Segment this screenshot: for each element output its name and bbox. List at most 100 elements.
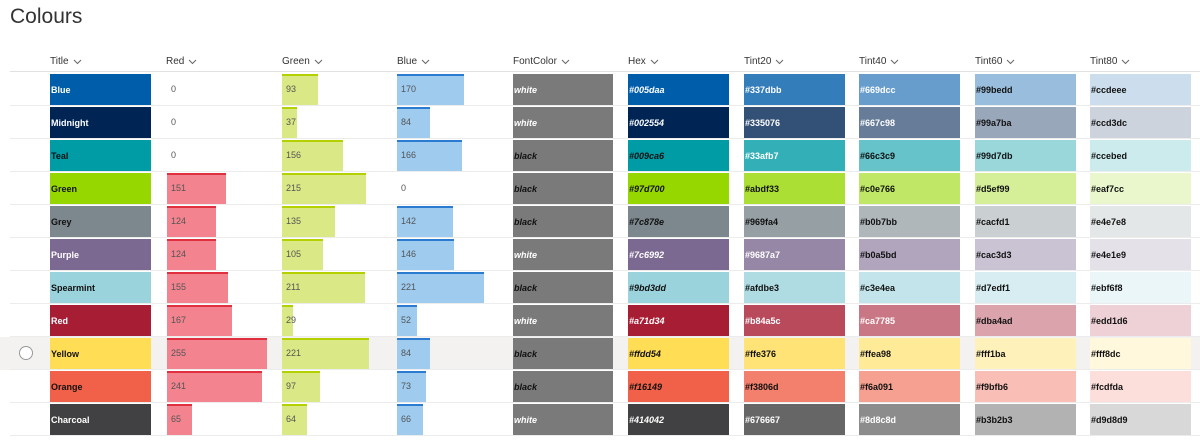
list-row[interactable]: Grey 124 135 142 black #7c878e #969fa4 #b0b7bb #… [0, 205, 1200, 238]
column-header-green[interactable]: Green [282, 50, 323, 72]
fontcolor-cell: black [513, 173, 613, 204]
tint60-cell: #dba4ad [975, 305, 1076, 336]
column-header-fontcolor[interactable]: FontColor [513, 50, 570, 72]
title-cell[interactable]: Orange [50, 371, 151, 402]
blue-value: 84 [401, 117, 412, 127]
row-divider [10, 138, 1200, 139]
blue-value-cell: 142 [397, 206, 497, 237]
list-row[interactable]: Red 167 29 52 white #a71d34 #b84a5c #ca7785 #dba… [0, 304, 1200, 337]
column-header-title[interactable]: Title [50, 50, 82, 72]
green-value: 221 [286, 348, 302, 358]
green-value-cell: 105 [282, 239, 382, 270]
red-value: 151 [171, 183, 187, 193]
tint40-cell: #669dcc [859, 74, 960, 105]
tint80-cell: #ebf6f8 [1090, 272, 1191, 303]
column-header-tint20[interactable]: Tint20 [744, 50, 784, 72]
tint80-cell: #e4e7e8 [1090, 206, 1191, 237]
title-cell[interactable]: Midnight [50, 107, 151, 138]
hex-cell: #97d700 [628, 173, 729, 204]
blue-value-cell: 84 [397, 107, 497, 138]
green-bar [282, 239, 323, 270]
list-row[interactable]: Orange 241 97 73 black #f16149 #f3806d #f6a091 #… [0, 370, 1200, 403]
red-value: 241 [171, 381, 187, 391]
row-divider [10, 204, 1200, 205]
green-value-cell: 29 [282, 305, 382, 336]
fontcolor-cell: white [513, 239, 613, 270]
column-header-label: Blue [397, 55, 418, 67]
red-bar [167, 404, 192, 435]
list-row[interactable]: Midnight 0 37 84 white #002554 #335076 #667c98 #… [0, 106, 1200, 139]
green-value-cell: 37 [282, 107, 382, 138]
blue-value: 170 [401, 84, 417, 94]
chevron-down-icon [775, 57, 784, 66]
green-value-cell: 97 [282, 371, 382, 402]
title-cell[interactable]: Teal [50, 140, 151, 171]
title-cell[interactable]: Yellow [50, 338, 151, 369]
column-header-label: FontColor [513, 55, 557, 67]
tint20-cell: #b84a5c [744, 305, 845, 336]
red-value-cell: 0 [167, 140, 267, 171]
blue-value: 84 [401, 348, 412, 358]
green-value: 156 [286, 150, 302, 160]
tint20-cell: #f3806d [744, 371, 845, 402]
tint60-cell: #f9bfb6 [975, 371, 1076, 402]
tint20-cell: #335076 [744, 107, 845, 138]
hex-cell: #002554 [628, 107, 729, 138]
column-header-tint80[interactable]: Tint80 [1090, 50, 1130, 72]
column-header-label: Tint80 [1090, 55, 1118, 67]
list-row[interactable]: Yellow 255 221 84 black #ffdd54 #ffe376 #ffea98… [0, 337, 1200, 370]
red-value-cell: 0 [167, 107, 267, 138]
blue-bar [397, 404, 423, 435]
title-cell[interactable]: Grey [50, 206, 151, 237]
blue-bar [397, 140, 462, 171]
blue-bar [397, 371, 426, 402]
green-bar [282, 140, 343, 171]
red-value-cell: 155 [167, 272, 267, 303]
blue-value-cell: 146 [397, 239, 497, 270]
title-cell[interactable]: Purple [50, 239, 151, 270]
list-row[interactable]: Spearmint 155 211 221 black #9bd3dd #afdbe3 #c3… [0, 271, 1200, 304]
title-cell[interactable]: Red [50, 305, 151, 336]
title-cell[interactable]: Green [50, 173, 151, 204]
hex-cell: #7c878e [628, 206, 729, 237]
green-value: 211 [286, 282, 301, 292]
column-header-hex[interactable]: Hex [628, 50, 659, 72]
list-row[interactable]: Charcoal 65 64 66 white #414042 #676667 #8d8c8d… [0, 403, 1200, 436]
list-row[interactable]: Blue 0 93 170 white #005daa #337dbb #669dcc #99b… [0, 73, 1200, 106]
green-bar [282, 206, 335, 237]
blue-value: 142 [401, 216, 417, 226]
tint60-cell: #99a7ba [975, 107, 1076, 138]
title-cell[interactable]: Spearmint [50, 272, 151, 303]
title-cell[interactable]: Blue [50, 74, 151, 105]
chevron-down-icon [650, 57, 659, 66]
column-header-tint40[interactable]: Tint40 [859, 50, 899, 72]
fontcolor-cell: white [513, 107, 613, 138]
red-value-cell: 255 [167, 338, 267, 369]
red-value: 65 [171, 414, 182, 424]
tint60-cell: #99bedd [975, 74, 1076, 105]
hex-cell: #a71d34 [628, 305, 729, 336]
tint40-cell: #b0a5bd [859, 239, 960, 270]
green-bar [282, 305, 293, 336]
column-header-tint60[interactable]: Tint60 [975, 50, 1015, 72]
list-row[interactable]: Green 151 215 0 black #97d700 #abdf33 #c0e766 #d… [0, 172, 1200, 205]
title-cell[interactable]: Charcoal [50, 404, 151, 435]
tint60-cell: #cacfd1 [975, 206, 1076, 237]
row-divider [10, 237, 1200, 238]
blue-bar [397, 305, 417, 336]
red-value-cell: 124 [167, 239, 267, 270]
list-row[interactable]: Teal 0 156 166 black #009ca6 #33afb7 #66c3c9 #99… [0, 139, 1200, 172]
page-title: Colours [10, 5, 83, 28]
chevron-down-icon [561, 57, 570, 66]
green-bar [282, 272, 365, 303]
red-bar [167, 371, 262, 402]
red-value-cell: 0 [167, 74, 267, 105]
fontcolor-cell: white [513, 74, 613, 105]
hex-cell: #009ca6 [628, 140, 729, 171]
column-header-blue[interactable]: Blue [397, 50, 430, 72]
red-value-cell: 151 [167, 173, 267, 204]
red-bar [167, 338, 267, 369]
column-header-red[interactable]: Red [166, 50, 197, 72]
list-row[interactable]: Purple 124 105 146 white #7c6992 #9687a7 #b0a5b… [0, 238, 1200, 271]
row-select-radio[interactable] [19, 346, 33, 360]
